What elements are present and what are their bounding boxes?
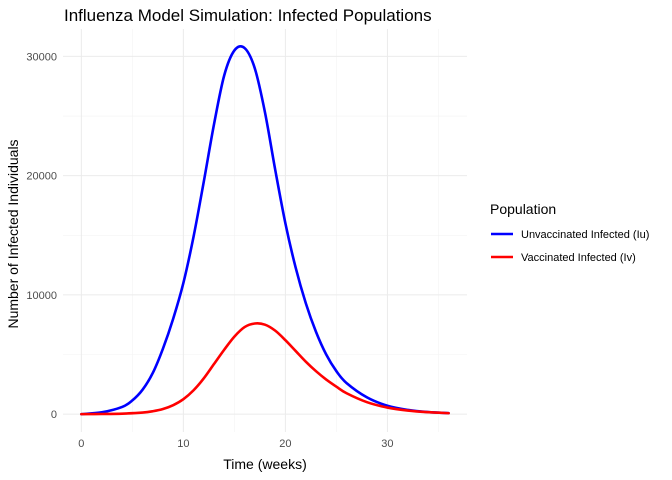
legend-label-2: Vaccinated Infected (Iv): [521, 252, 636, 264]
y-axis-title: Number of Infected Individuals: [5, 139, 21, 328]
legend-title: Population: [490, 201, 556, 217]
y-tick-label: 10000: [26, 290, 57, 302]
series-lines: [80, 45, 450, 416]
axes: 0 10 20 30 0 10000 20000 30000: [26, 51, 393, 450]
x-axis-title: Time (weeks): [223, 456, 307, 472]
y-tick-label: 0: [51, 409, 57, 421]
y-tick-label: 20000: [26, 171, 57, 183]
x-tick-label: 10: [177, 438, 189, 450]
grid: [63, 29, 467, 432]
chart-title: Influenza Model Simulation: Infected Pop…: [64, 6, 432, 25]
x-tick-label: 20: [279, 438, 291, 450]
legend-items: Unvaccinated Infected (Iu) Vaccinated Inf…: [491, 229, 649, 264]
x-tick-label: 0: [78, 438, 84, 450]
legend: Population Unvaccinated Infected (Iu) Vac…: [490, 201, 649, 264]
series-line-2: [80, 322, 450, 416]
series-line-1: [80, 45, 450, 416]
y-tick-label: 30000: [26, 51, 57, 63]
x-tick-label: 30: [381, 438, 393, 450]
legend-label-1: Unvaccinated Infected (Iu): [521, 229, 649, 241]
